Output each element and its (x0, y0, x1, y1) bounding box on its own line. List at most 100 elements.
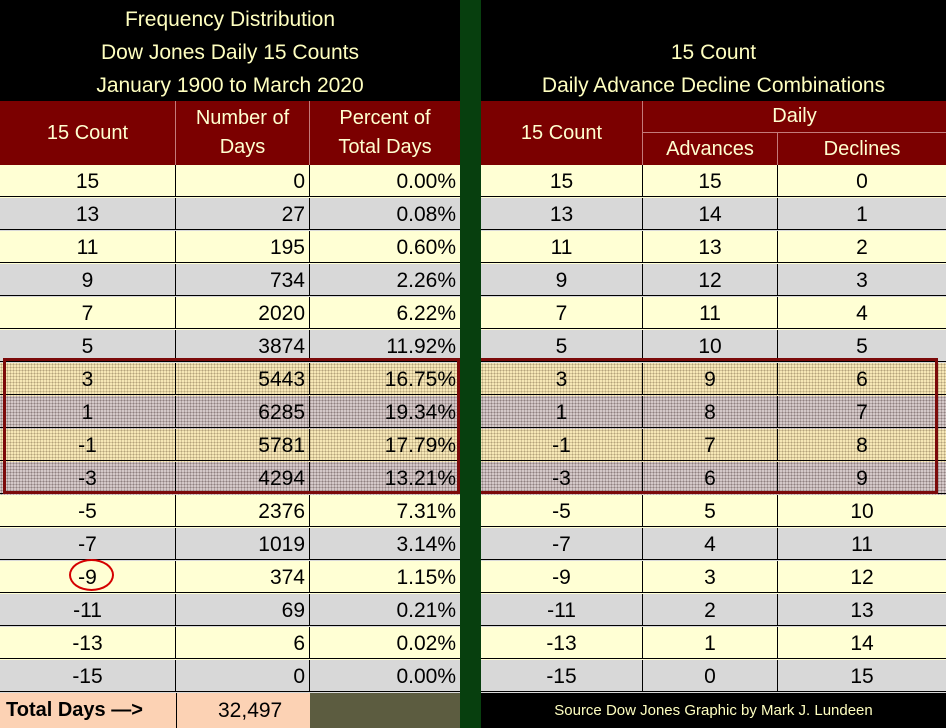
count-cell: -1 (0, 429, 176, 461)
declines-cell: 4 (778, 297, 946, 329)
advances-cell: 8 (643, 396, 778, 428)
declines-cell: 15 (778, 660, 946, 692)
advances-cell: 3 (643, 561, 778, 593)
advances-cell: 4 (643, 528, 778, 560)
declines-cell: 6 (778, 363, 946, 395)
percent-cell: 0.00% (310, 660, 460, 692)
advances-cell: 13 (643, 231, 778, 263)
declines-cell: 7 (778, 396, 946, 428)
count-cell: -13 (481, 627, 643, 659)
percent-cell: 16.75% (310, 363, 460, 395)
table-row: 7 2020 6.22% (0, 297, 460, 330)
table-row: 9 734 2.26% (0, 264, 460, 297)
declines-cell: 2 (778, 231, 946, 263)
count-cell: -7 (0, 528, 176, 560)
count-cell: -15 (0, 660, 176, 692)
days-cell: 5781 (176, 429, 310, 461)
advances-cell: 12 (643, 264, 778, 296)
table-row: -3 4294 13.21% (0, 462, 460, 495)
percent-cell: 0.60% (310, 231, 460, 263)
days-cell: 69 (176, 594, 310, 626)
declines-cell: 9 (778, 462, 946, 494)
table-row: 7 11 4 (481, 297, 946, 330)
table-row: 5 3874 11.92% (0, 330, 460, 363)
header-right-15-count: 15 Count (481, 101, 643, 165)
advances-cell: 15 (643, 165, 778, 197)
advances-cell: 0 (643, 660, 778, 692)
table-row: -11 2 13 (481, 594, 946, 627)
header-advances: Advances (643, 133, 778, 165)
right-header-row: 15 Count Daily Advances Declines (481, 101, 946, 165)
count-cell: 15 (481, 165, 643, 197)
count-cell: -3 (481, 462, 643, 494)
table-row: -1 7 8 (481, 429, 946, 462)
count-cell: 1 (481, 396, 643, 428)
advances-cell: 14 (643, 198, 778, 230)
days-cell: 2020 (176, 297, 310, 329)
count-cell: 3 (481, 363, 643, 395)
days-cell: 0 (176, 660, 310, 692)
count-cell: 5 (0, 330, 176, 362)
days-cell: 374 (176, 561, 310, 593)
declines-cell: 0 (778, 165, 946, 197)
count-cell: 9 (481, 264, 643, 296)
left-title-line-3: January 1900 to March 2020 (96, 74, 364, 97)
frequency-table-panel: Frequency Distribution Dow Jones Daily 1… (0, 0, 460, 728)
count-cell: 13 (0, 198, 176, 230)
advances-cell: 2 (643, 594, 778, 626)
declines-cell: 13 (778, 594, 946, 626)
count-cell: -15 (481, 660, 643, 692)
table-row: -11 69 0.21% (0, 594, 460, 627)
days-cell: 4294 (176, 462, 310, 494)
total-days-value: 32,497 (176, 693, 310, 728)
right-title-line-1: 15 Count (670, 41, 757, 64)
count-cell: 9 (0, 264, 176, 296)
table-row: 5 10 5 (481, 330, 946, 363)
count-cell: -11 (0, 594, 176, 626)
table-row: -7 1019 3.14% (0, 528, 460, 561)
declines-cell: 5 (778, 330, 946, 362)
advances-cell: 1 (643, 627, 778, 659)
table-row: 15 15 0 (481, 165, 946, 198)
left-title-line-1: Frequency Distribution (124, 8, 336, 31)
total-days-label: Total Days —> (0, 693, 176, 728)
days-cell: 1019 (176, 528, 310, 560)
percent-cell: 1.15% (310, 561, 460, 593)
header-daily: Daily (643, 101, 946, 133)
source-note: Source Dow Jones Graphic by Mark J. Lund… (554, 702, 873, 719)
header-percent-of-total-days: Percent of Total Days (338, 107, 432, 158)
table-row: -15 0 15 (481, 660, 946, 693)
table-row: -9 3 12 (481, 561, 946, 594)
count-cell: -11 (481, 594, 643, 626)
table-row: 15 0 0.00% (0, 165, 460, 198)
source-row: Source Dow Jones Graphic by Mark J. Lund… (481, 693, 946, 728)
declines-cell: 8 (778, 429, 946, 461)
declines-cell: 10 (778, 495, 946, 527)
table-row: 11 195 0.60% (0, 231, 460, 264)
table-row: -7 4 11 (481, 528, 946, 561)
count-cell: 3 (0, 363, 176, 395)
count-cell: 7 (0, 297, 176, 329)
percent-cell: 0.00% (310, 165, 460, 197)
percent-cell: 0.08% (310, 198, 460, 230)
count-cell: 5 (481, 330, 643, 362)
total-row-blank-cell (310, 693, 460, 728)
count-cell: 15 (0, 165, 176, 197)
declines-cell: 1 (778, 198, 946, 230)
table-row: -13 6 0.02% (0, 627, 460, 660)
count-cell: 13 (481, 198, 643, 230)
table-row: 11 13 2 (481, 231, 946, 264)
count-cell: 1 (0, 396, 176, 428)
percent-cell: 0.02% (310, 627, 460, 659)
table-row: -5 2376 7.31% (0, 495, 460, 528)
count-cell: 11 (481, 231, 643, 263)
declines-cell: 3 (778, 264, 946, 296)
days-cell: 195 (176, 231, 310, 263)
advances-cell: 10 (643, 330, 778, 362)
percent-cell: 0.21% (310, 594, 460, 626)
count-cell: -3 (0, 462, 176, 494)
count-cell: -7 (481, 528, 643, 560)
left-title-line-2: Dow Jones Daily 15 Counts (101, 41, 359, 64)
right-title: 15 Count Daily Advance Decline Combinati… (481, 0, 946, 101)
